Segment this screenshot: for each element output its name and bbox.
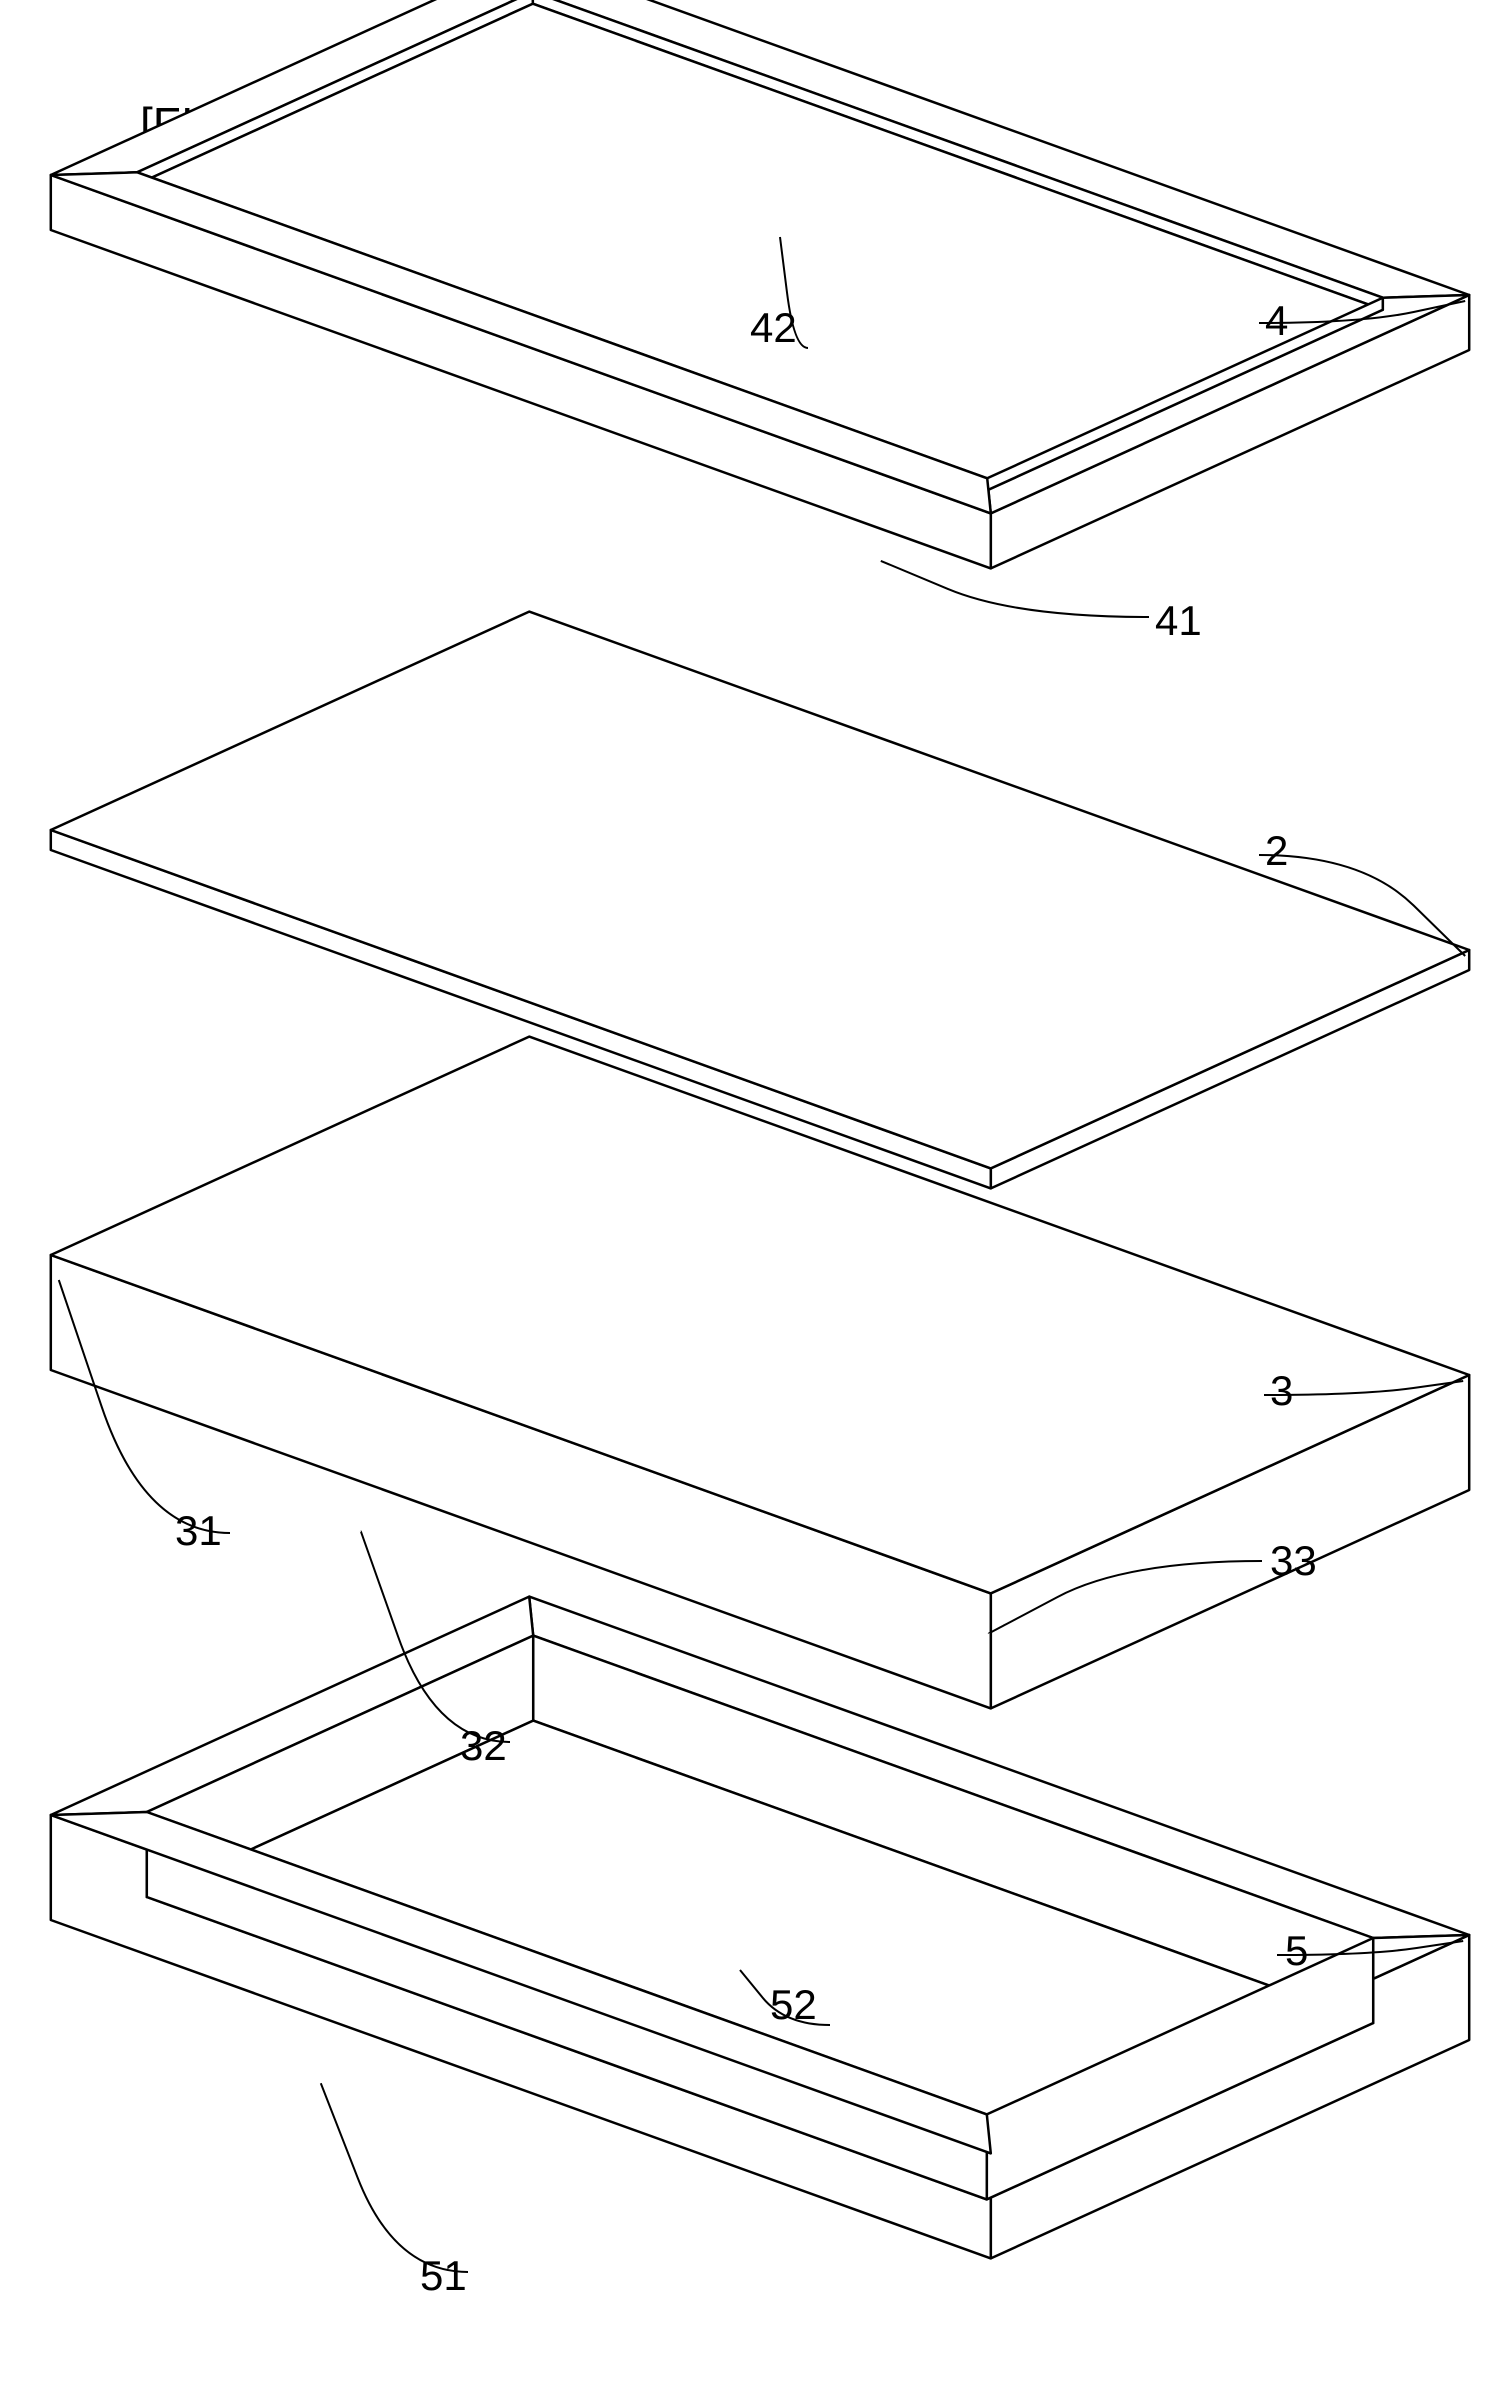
ref-31: 31 <box>175 1507 222 1554</box>
figure-stroke <box>321 2083 468 2272</box>
ref-4: 4 <box>1265 297 1288 344</box>
ref-2: 2 <box>1265 827 1288 874</box>
ref-41: 41 <box>1155 597 1202 644</box>
ref-51: 51 <box>420 2252 467 2299</box>
ref-5: 5 <box>1285 1927 1308 1974</box>
ref-32: 32 <box>460 1722 507 1769</box>
ref-52: 52 <box>770 1981 817 2028</box>
ref-3: 3 <box>1270 1367 1293 1414</box>
thin_sheet-top-face <box>51 612 1469 1169</box>
ref-33: 33 <box>1270 1537 1317 1584</box>
figure-stroke <box>881 561 1149 617</box>
